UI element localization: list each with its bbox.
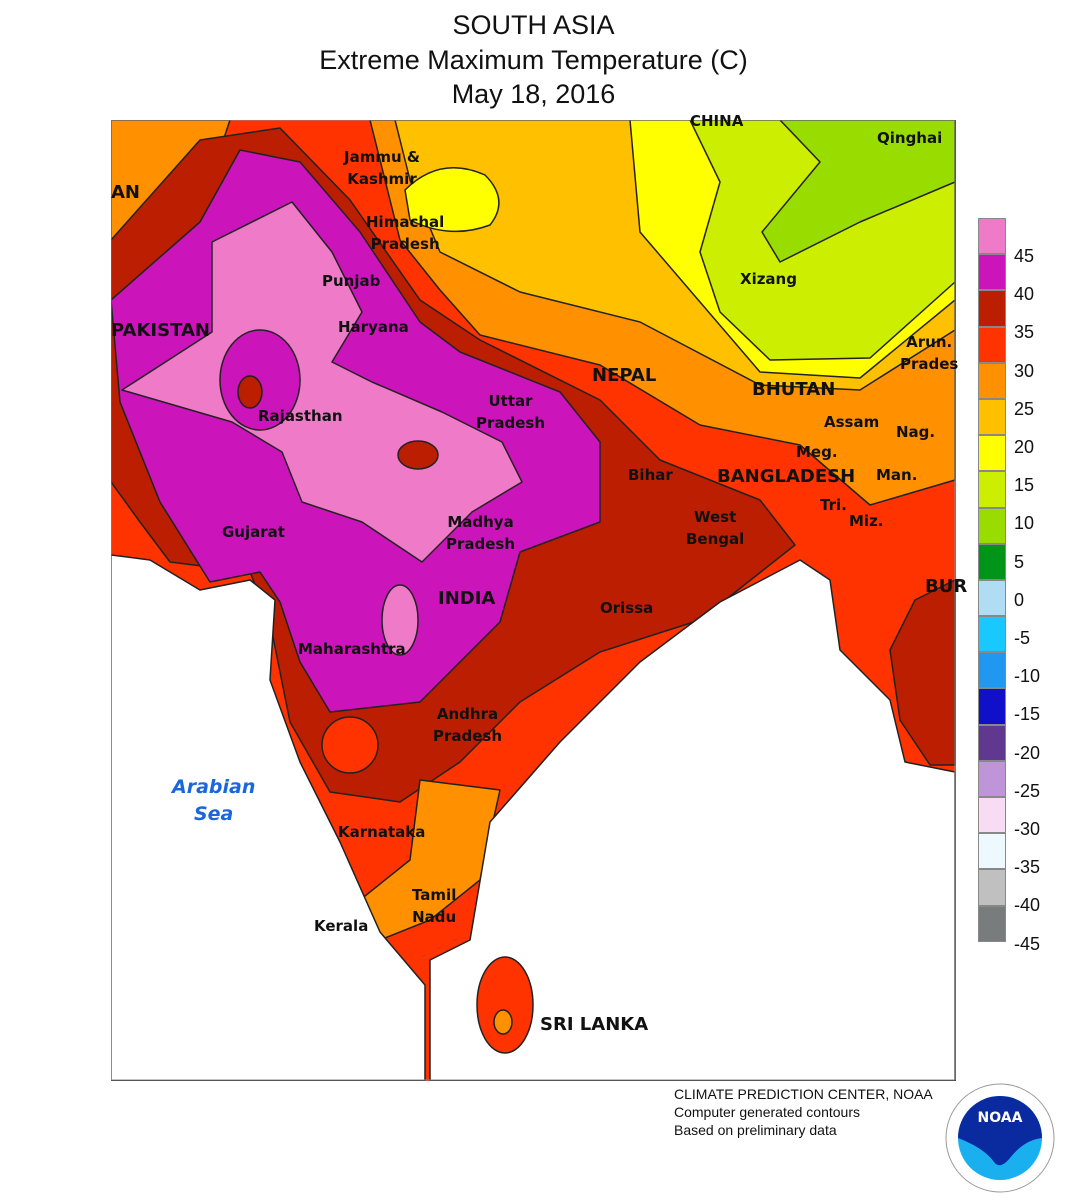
label-afghanistan: AN	[111, 182, 140, 203]
legend-swatch	[978, 362, 1006, 399]
label-burma: BUR	[925, 576, 968, 597]
label-sri-lanka: SRI LANKA	[540, 1014, 649, 1035]
temperature-map	[111, 120, 956, 1081]
label-maharashtra: Maharashtra	[298, 640, 406, 658]
noaa-logo: NOAA	[945, 1083, 1055, 1193]
legend-tick-label: -35	[1014, 857, 1041, 878]
credit-line-3: Based on preliminary data	[674, 1122, 837, 1138]
zone-45-plus	[121, 201, 523, 563]
legend-swatch	[978, 797, 1006, 834]
legend-swatch	[978, 507, 1006, 544]
legend-swatch	[978, 579, 1006, 617]
legend-swatch	[978, 688, 1006, 725]
legend-swatch	[978, 218, 1006, 255]
legend-swatch	[978, 833, 1006, 870]
label-jammu-kashmir: Jammu & Kashmir	[344, 148, 420, 188]
label-china: CHINA	[690, 112, 744, 130]
label-arunachal-pradesh: Arun. Prades	[900, 333, 959, 373]
zone-25-30-south	[359, 779, 501, 941]
zone-45-plus-pocket	[381, 584, 419, 656]
zone-40-45-pocket	[219, 329, 301, 431]
map-date: May 18, 2016	[451, 79, 616, 109]
credit-line-2: Computer generated contours	[674, 1104, 860, 1120]
label-tripura: Tri.	[820, 496, 847, 514]
label-uttar-pradesh: Uttar Pradesh	[476, 392, 546, 432]
label-gujarat: Gujarat	[222, 523, 285, 541]
legend-tick-label: 30	[1014, 360, 1035, 381]
label-bangladesh: BANGLADESH	[717, 466, 856, 487]
label-karnataka: Karnataka	[338, 823, 426, 841]
label-west-bengal: West Bengal	[686, 508, 745, 548]
legend-swatch	[978, 724, 1006, 761]
legend-swatch	[978, 616, 1006, 653]
svg-text:NOAA: NOAA	[978, 1110, 1023, 1126]
arabian-sea	[111, 554, 426, 1081]
legend-tick-label: -20	[1014, 742, 1041, 763]
label-punjab: Punjab	[322, 272, 381, 290]
legend-swatch	[978, 435, 1006, 472]
label-madhya-pradesh: Madhya Pradesh	[446, 513, 516, 553]
sri-lanka	[476, 956, 534, 1054]
label-bhutan: BHUTAN	[752, 379, 836, 400]
label-manipur: Man.	[876, 466, 918, 484]
legend-swatch	[978, 652, 1006, 689]
label-mizoram: Miz.	[849, 512, 884, 530]
label-bihar: Bihar	[628, 466, 673, 484]
map-subtitle: Extreme Maximum Temperature (C)	[319, 45, 748, 75]
label-orissa: Orissa	[600, 599, 654, 617]
legend-swatch	[978, 905, 1006, 942]
legend-swatch	[978, 543, 1006, 580]
credit-line-1: CLIMATE PREDICTION CENTER, NOAA	[674, 1086, 933, 1102]
label-kerala: Kerala	[314, 917, 369, 935]
legend-tick-label: 25	[1014, 398, 1035, 419]
legend-tick-label: -10	[1014, 666, 1041, 687]
label-meghalaya: Meg.	[796, 443, 838, 461]
legend-tick-label: 35	[1014, 322, 1035, 343]
label-nepal: NEPAL	[592, 365, 657, 386]
legend-swatch	[978, 869, 1006, 906]
legend-tick-label: 40	[1014, 284, 1035, 305]
zone-35-40-pocket	[237, 375, 263, 409]
label-assam: Assam	[824, 413, 880, 431]
legend-tick-label: -30	[1014, 819, 1041, 839]
legend-tick-label: -25	[1014, 780, 1041, 801]
color-legend	[978, 218, 1008, 942]
label-xizang: Xizang	[740, 270, 797, 288]
label-andhra-pradesh: Andhra Pradesh	[433, 705, 503, 745]
legend-tick-label: -5	[1014, 628, 1031, 648]
label-nagaland: Nag.	[896, 423, 936, 441]
legend-swatch	[978, 398, 1006, 436]
zone-15-20-blob	[404, 167, 500, 233]
legend-tick-label: 10	[1014, 513, 1035, 534]
legend-tick-label: 15	[1014, 475, 1035, 496]
label-arabian-sea: Arabian Sea	[172, 776, 256, 825]
label-haryana: Haryana	[338, 318, 409, 336]
legend-tick-label: 45	[1014, 246, 1035, 266]
legend-swatch	[978, 290, 1006, 327]
label-rajasthan: Rajasthan	[258, 407, 343, 425]
legend-swatch	[978, 760, 1006, 797]
legend-swatch	[978, 471, 1006, 508]
sri-lanka-warm-core	[493, 1009, 513, 1035]
label-tamil-nadu: Tamil Nadu	[412, 886, 457, 926]
label-pakistan: PAKISTAN	[111, 320, 210, 341]
legend-swatch	[978, 326, 1006, 363]
zone-35-40-pocket	[397, 440, 439, 470]
map-title: SOUTH ASIA	[452, 10, 615, 40]
legend-tick-label: 0	[1014, 589, 1025, 610]
zone-30-35-pocket	[321, 716, 379, 774]
label-qinghai: Qinghai	[877, 129, 943, 147]
legend-swatch	[978, 254, 1006, 291]
legend-tick-label: -15	[1014, 704, 1041, 725]
label-india: INDIA	[438, 588, 496, 609]
label-himachal-pradesh: Himachal Pradesh	[366, 213, 445, 253]
legend-tick-label: -40	[1014, 895, 1041, 916]
legend-tick-label: 20	[1014, 437, 1035, 457]
legend-tick-label: -45	[1014, 933, 1041, 954]
legend-tick-label: 5	[1014, 551, 1025, 572]
